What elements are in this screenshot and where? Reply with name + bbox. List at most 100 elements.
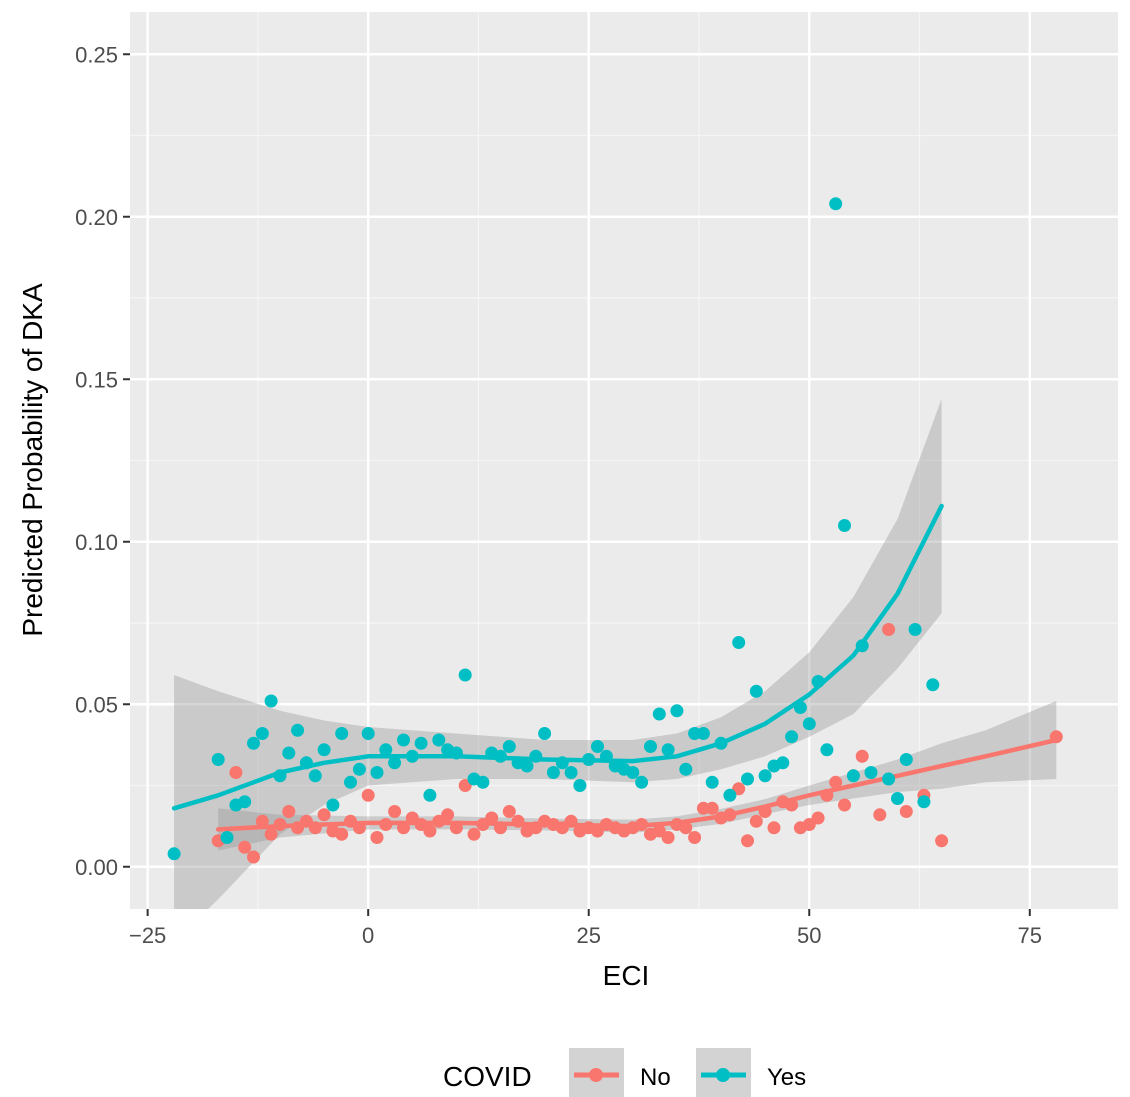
point-no [370, 831, 384, 844]
point-yes [732, 636, 746, 649]
data-points [167, 197, 1063, 864]
point-no [564, 814, 578, 828]
confidence-band-yes [174, 398, 942, 909]
point-yes [326, 798, 340, 812]
point-yes [220, 831, 234, 844]
point-yes [793, 701, 807, 714]
legend-key-yes [696, 1048, 751, 1097]
point-yes [238, 795, 252, 809]
point-no [344, 814, 357, 828]
point-yes [661, 743, 675, 757]
point-yes [670, 704, 684, 718]
point-yes [361, 727, 375, 740]
point-no [661, 831, 675, 844]
point-no [264, 827, 278, 841]
point-yes [264, 694, 278, 708]
point-no [388, 805, 402, 818]
point-no [273, 818, 287, 831]
major-gridlines [130, 12, 1118, 909]
point-yes [564, 766, 578, 779]
point-yes [855, 639, 869, 653]
point-no [820, 788, 834, 802]
legend-key-no [569, 1048, 624, 1097]
legend-title: COVID [443, 1061, 532, 1092]
point-yes [749, 684, 763, 698]
point-yes [529, 749, 543, 763]
point-yes [211, 753, 225, 766]
point-yes [838, 519, 851, 532]
point-yes [696, 727, 710, 740]
point-yes [476, 775, 490, 789]
point-yes [449, 746, 463, 760]
point-yes [414, 736, 428, 750]
point-no [441, 808, 455, 822]
point-yes [882, 772, 896, 786]
point-yes [282, 746, 296, 760]
point-yes [679, 762, 693, 776]
point-no [494, 821, 507, 835]
point-no [449, 821, 463, 835]
point-no [688, 831, 702, 844]
point-yes [626, 766, 640, 779]
point-no [829, 775, 843, 789]
point-no [935, 834, 949, 848]
x-tick-label: −25 [129, 923, 166, 948]
point-yes [370, 766, 384, 779]
y-tick-label: 0.15 [75, 367, 118, 392]
point-yes [785, 730, 799, 744]
point-yes [397, 733, 410, 747]
legend-label-yes: Yes [767, 1064, 806, 1091]
point-no [873, 808, 887, 822]
point-yes [317, 743, 331, 757]
point-no [741, 834, 754, 848]
point-yes [652, 707, 666, 721]
point-no [352, 821, 366, 835]
point-yes [908, 623, 922, 636]
point-yes [705, 775, 719, 789]
x-axis-title: ECI [603, 960, 650, 991]
point-yes [555, 756, 569, 770]
point-yes [573, 779, 587, 792]
point-yes [829, 197, 843, 211]
smooth-line-yes [171, 503, 944, 811]
point-no [882, 623, 896, 636]
point-yes [591, 740, 604, 753]
point-yes [776, 756, 790, 770]
point-yes [758, 769, 772, 783]
point-yes [494, 749, 507, 763]
point-no [282, 805, 296, 818]
point-yes [352, 762, 366, 776]
point-no [723, 808, 737, 822]
y-tick-label: 0.00 [75, 855, 118, 880]
point-no [811, 811, 825, 825]
y-tick-label: 0.05 [75, 692, 118, 717]
point-no [838, 798, 851, 812]
point-yes [741, 772, 754, 786]
point-no [423, 824, 437, 838]
point-no [247, 850, 260, 864]
point-yes [846, 769, 860, 783]
point-yes [635, 775, 649, 789]
point-yes [405, 749, 419, 763]
point-yes [891, 792, 904, 805]
legend-label-no: No [640, 1064, 671, 1091]
point-yes [811, 675, 825, 688]
point-no [308, 821, 322, 835]
point-yes [335, 727, 349, 740]
point-no [335, 827, 349, 841]
point-yes [167, 847, 181, 861]
point-no [591, 824, 604, 838]
point-yes [344, 775, 357, 789]
x-tick-label: 25 [576, 923, 600, 948]
point-no [1049, 730, 1063, 744]
point-yes [520, 759, 534, 773]
minor-gridlines [130, 12, 1118, 909]
point-no [855, 749, 869, 763]
x-tick-label: 50 [797, 923, 821, 948]
point-no [749, 814, 763, 828]
point-no [229, 766, 243, 779]
point-no [635, 818, 649, 831]
y-tick-label: 0.10 [75, 530, 118, 555]
point-yes [299, 756, 313, 770]
